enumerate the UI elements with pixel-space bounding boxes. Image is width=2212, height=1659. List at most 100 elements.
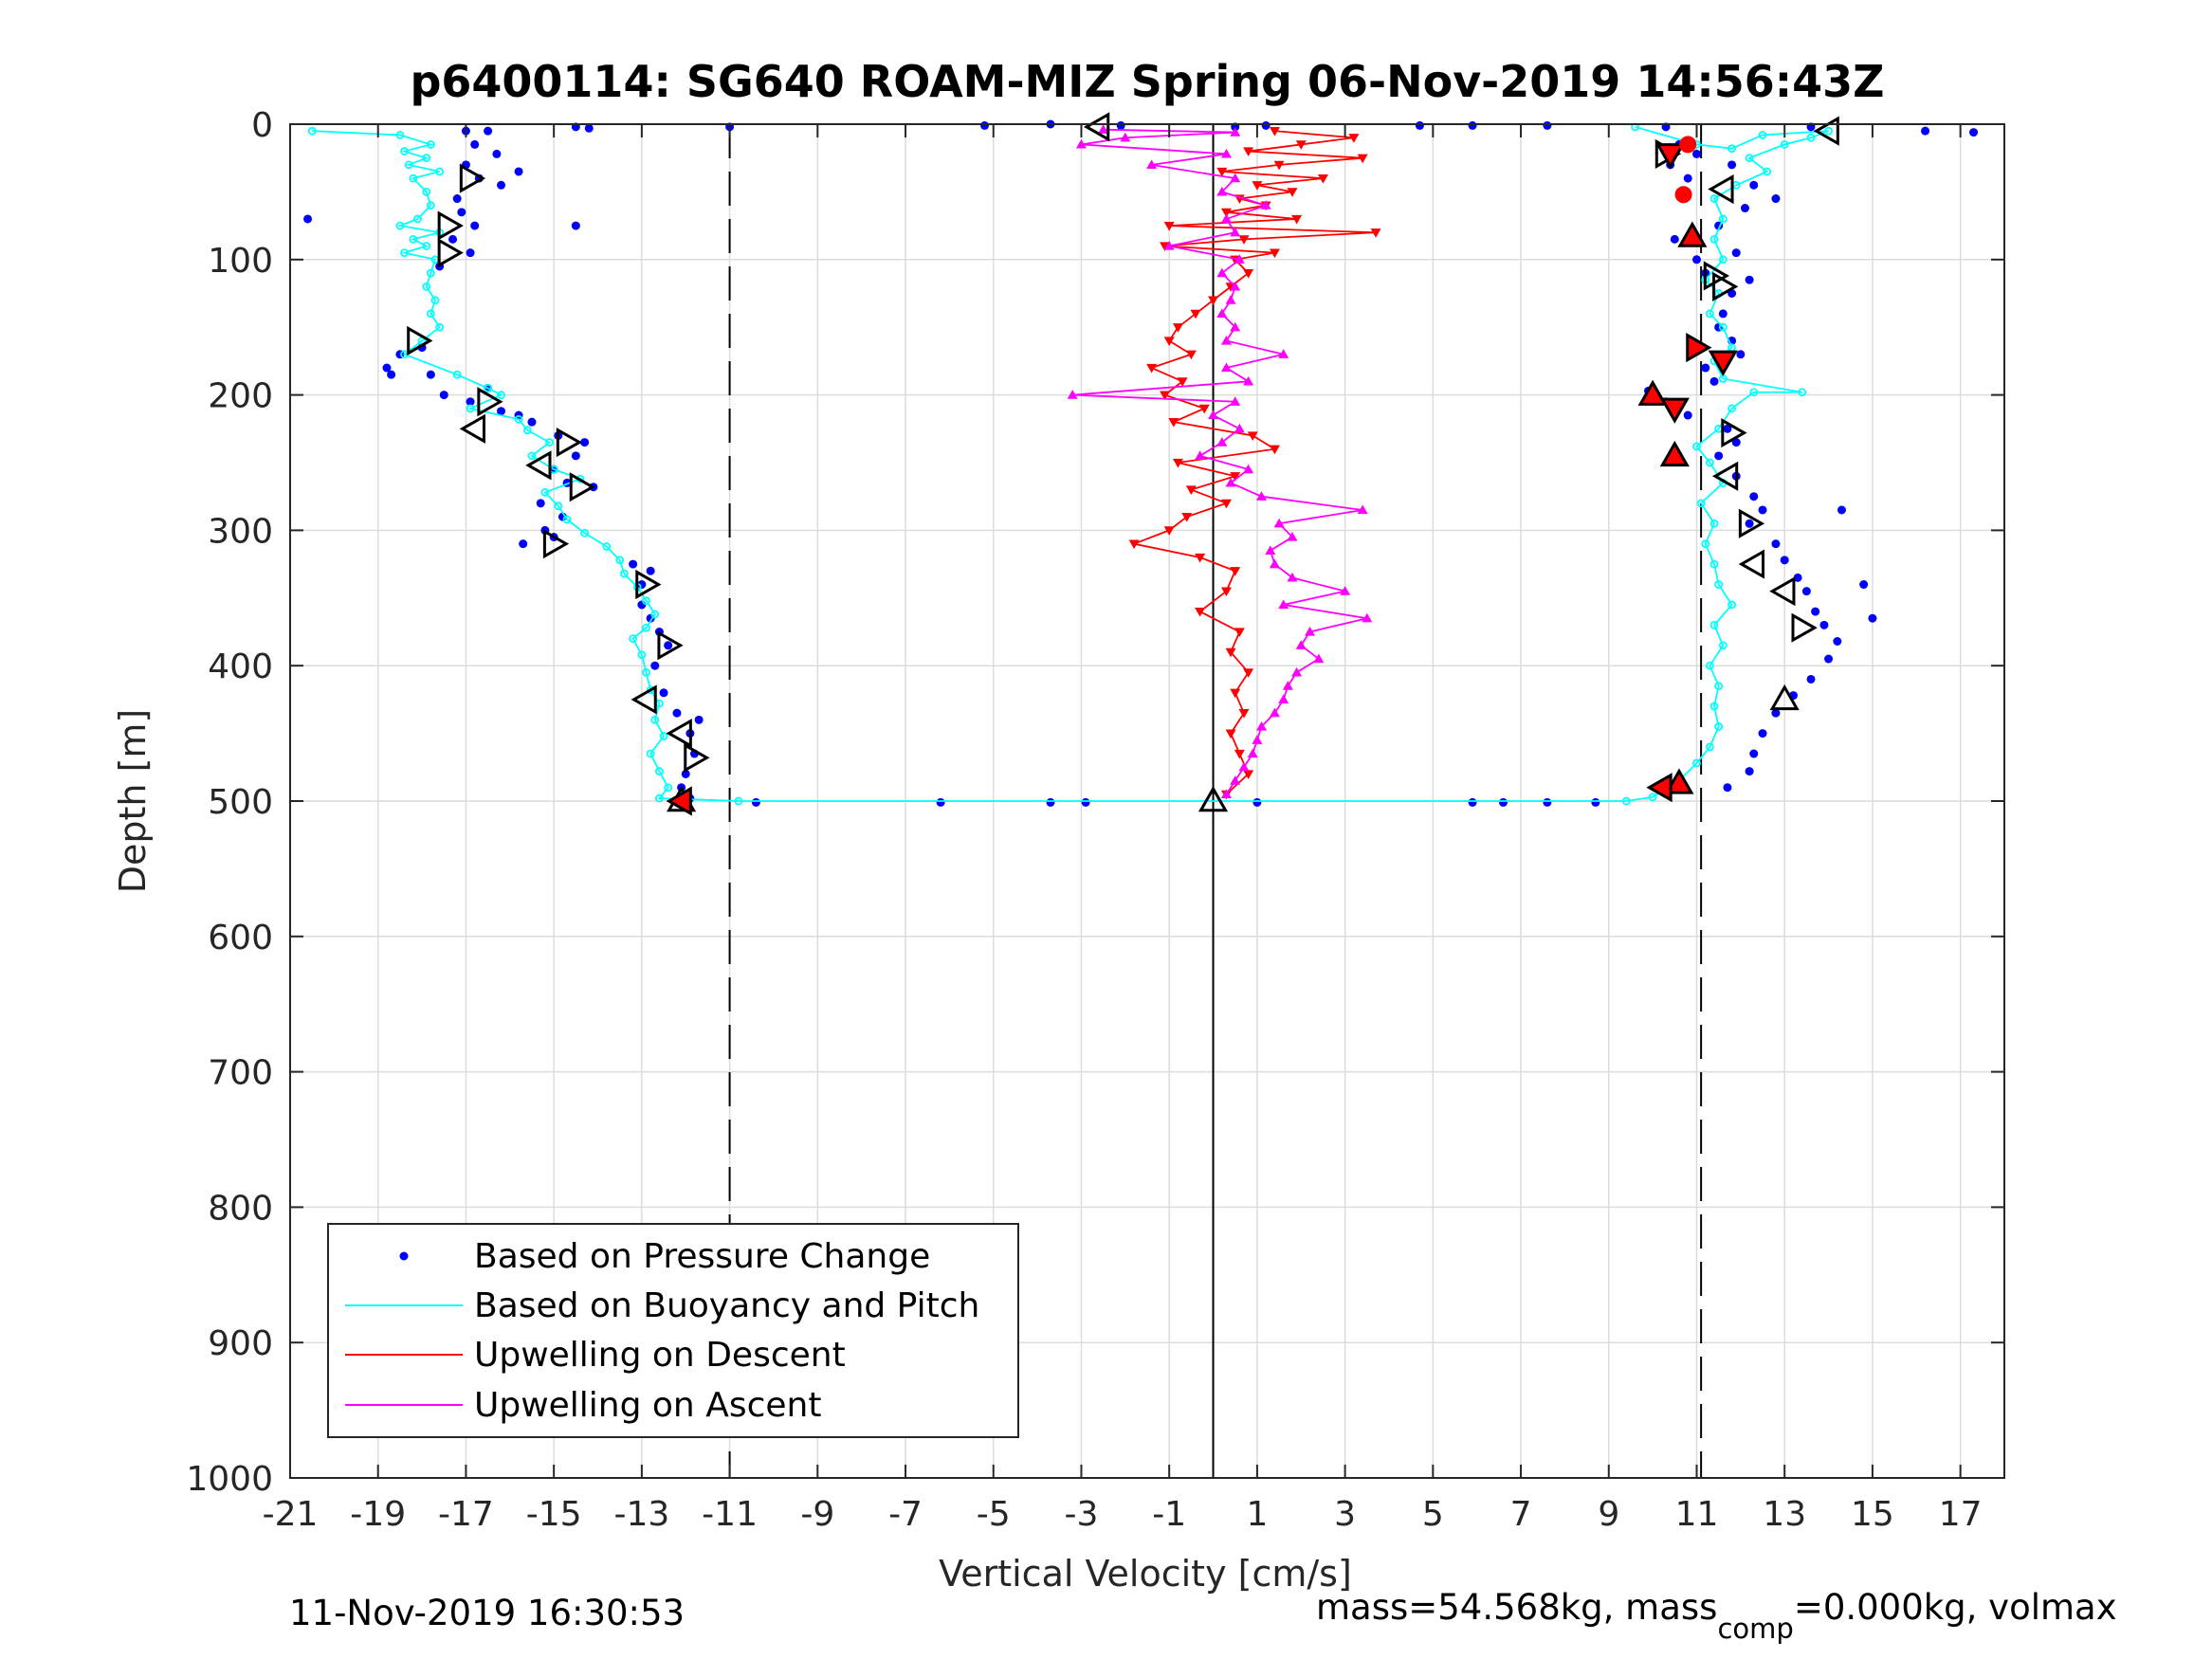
pressure-point [448,234,458,244]
filled-triangle-right-marker [1686,333,1712,363]
ascent-point [1291,666,1303,677]
pressure-point [1868,613,1877,623]
pressure-point [439,391,448,400]
pressure-point [426,370,435,379]
descent-point [1220,499,1232,509]
buoyancy-point [497,391,505,400]
descent-point [1190,309,1201,319]
pressure-point [584,123,594,133]
buoyancy-point [404,160,413,170]
open-triangle-left-marker [459,413,485,444]
open-triangle-up-marker [1769,684,1800,711]
ascent-point [1278,349,1289,358]
descent-point [1234,749,1245,759]
filled-triangle-down-marker [1655,143,1686,170]
ascent-point [1243,464,1254,474]
buoyancy-point [554,501,563,511]
descent-point [1160,391,1171,401]
descent-point [1198,404,1210,414]
descent-point [1252,181,1263,191]
ascent-point [1252,735,1263,744]
buoyancy-point [650,715,660,724]
descent-point [1291,214,1303,225]
x-axis-ticks: -21 -19 -17 -15 -13 -11 -9 -7 -5 -3 -1 1 3 5 7 9 11 13 15 1… [263,124,1983,1534]
descent-point [1195,553,1206,563]
pressure-point [466,248,475,258]
buoyancy-point [426,140,435,149]
open-triangle-right-marker [437,210,464,241]
buoyancy-point [307,126,317,136]
x-tick-label: 5 [1422,1495,1444,1534]
open-triangle-right-marker [477,387,503,417]
ascent-point [1256,491,1268,501]
pressure-point [1415,120,1424,130]
ascent-point [1163,241,1175,250]
pressure-point [1749,749,1759,758]
y-tick-label: 1000 [186,1460,273,1499]
ascent-point [1216,267,1228,278]
data-series [303,119,1979,807]
ascent-point [1216,437,1228,447]
open-triangle-right-marker [1791,612,1818,643]
open-triangle-right-marker [657,630,684,661]
filled-triangle-up-marker [1637,379,1668,406]
pressure-point [1749,180,1759,190]
footer-mass-text-a: mass=54.568kg, mass [1316,1587,1717,1628]
x-tick-label: -21 [263,1495,319,1534]
ascent-point [1357,504,1368,515]
pressure-point [1801,587,1811,596]
descent-point [1220,587,1232,597]
buoyancy-point [1806,133,1816,142]
ascent-point [1340,586,1351,595]
buoyancy-point [422,154,431,163]
ascent-point [1278,599,1289,610]
x-tick-label: -13 [613,1495,669,1534]
open-triangle-right-marker [459,163,486,193]
pressure-point [1837,505,1846,515]
pressure-point [1116,120,1125,130]
descent-point [1269,127,1280,137]
ascent-point [1220,789,1232,798]
descent-point [1370,228,1381,238]
filled-triangle-up-marker [1659,440,1690,467]
pressure-point [1745,519,1754,528]
pressure-point [466,397,475,407]
pressure-point [1691,149,1701,158]
descent-point [1225,729,1236,739]
buoyancy-point [1763,167,1772,176]
buoyancy-point [1745,154,1754,163]
pressure-point [1771,708,1781,718]
ascent-point [1269,558,1280,569]
pressure-point [659,688,668,698]
buoyancy-point [1718,255,1728,264]
filled-triangle-down-marker [1708,350,1738,376]
ascent-point [1305,627,1316,636]
ascent-point [1234,254,1245,264]
legend-buoyancy-label: Based on Buoyancy and Pitch [474,1286,979,1325]
pressure-point [470,221,480,230]
open-triangle-right-marker [407,325,433,356]
ascent-point [1287,572,1298,582]
buoyancy-point [452,370,462,379]
buoyancy-point [1705,742,1714,752]
pressure-point [1670,234,1679,244]
descent-point [1172,458,1183,468]
y-tick-label: 300 [208,512,273,551]
pressure-point [1046,797,1055,807]
legend: Based on Pressure Change Based on Buoyan… [327,1223,1019,1438]
series-3 [1067,124,1373,798]
open-triangle-up-marker [1197,785,1229,812]
footer-mass-text-b: =0.000kg, volmax [1794,1587,2117,1628]
ascent-point [1260,200,1271,210]
buoyancy-point [642,596,650,606]
buoyancy-point [1714,580,1724,589]
buoyancy-point [650,610,660,619]
y-tick-label: 800 [208,1189,273,1228]
buoyancy-point [395,221,405,230]
pressure-point [681,769,690,778]
y-tick-label: 100 [208,242,273,281]
buoyancy-point [545,438,554,447]
x-tick-label: -1 [1152,1495,1186,1534]
buoyancy-point [637,650,647,660]
ascent-point [1238,761,1250,772]
